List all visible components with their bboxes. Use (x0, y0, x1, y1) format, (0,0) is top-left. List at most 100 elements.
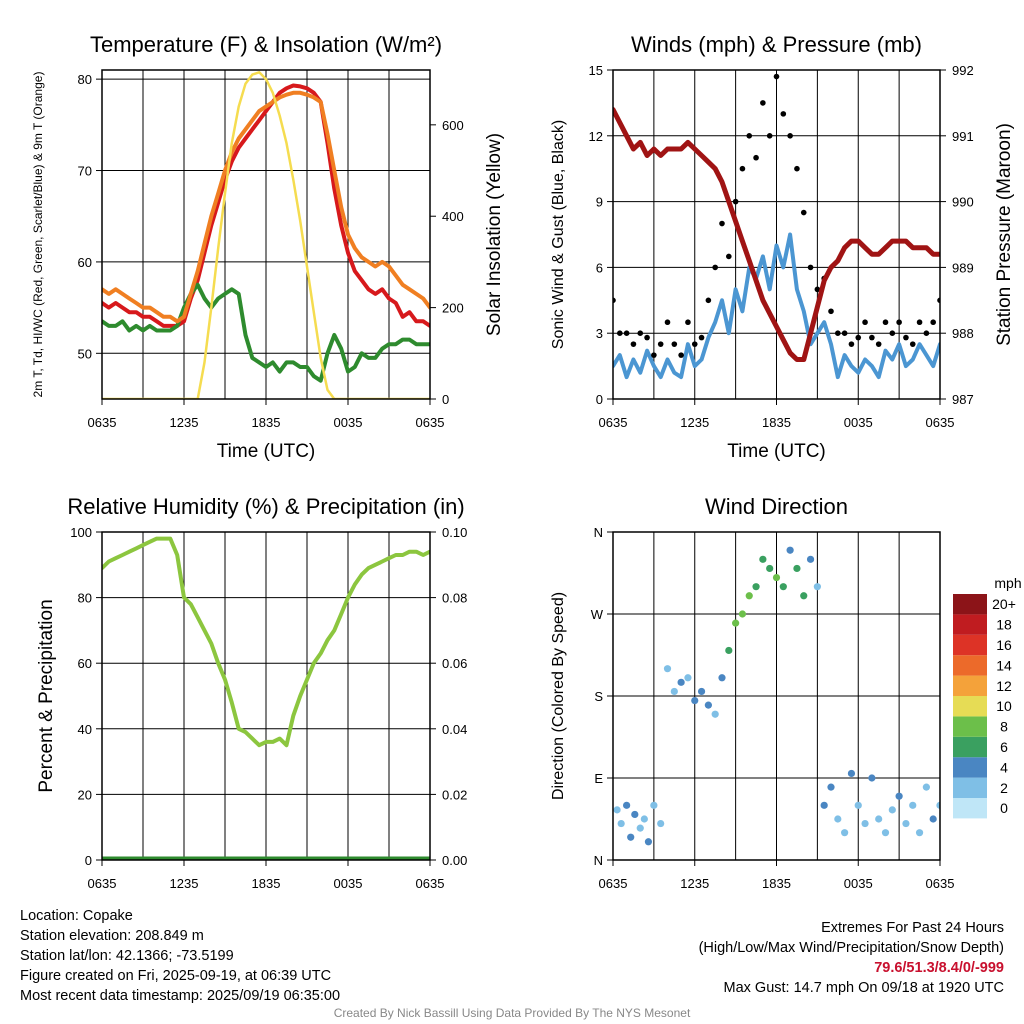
gust-point (882, 319, 889, 326)
x-axis-label: Time (UTC) (217, 441, 316, 462)
y-tick-label: N (594, 525, 603, 540)
legend-title: mph (994, 575, 1021, 591)
direction-point (644, 838, 653, 846)
direction-point (745, 592, 753, 600)
x-tick-label: 1235 (680, 415, 709, 430)
station-info: Location: Copake Station elevation: 208.… (20, 906, 340, 1006)
direction-point (623, 801, 631, 809)
station-location: Location: Copake (20, 908, 133, 924)
direction-point (677, 678, 685, 686)
legend-swatch (953, 736, 987, 758)
figure-created: Figure created on Fri, 2025-09-19, at 06… (20, 968, 332, 984)
direction-point (691, 696, 699, 705)
direction-point (813, 583, 821, 591)
gust-point (657, 341, 664, 347)
y-axis-label: 2m T, Td, HI/WC (Red, Green, Scarlet/Blu… (31, 72, 45, 398)
gust-point (766, 133, 773, 139)
direction-point (936, 801, 940, 809)
extremes-title: Extremes For Past 24 Hours (821, 920, 1004, 936)
y-tick-label: 12 (589, 129, 603, 144)
y-tick-label: 3 (596, 326, 603, 341)
direction-point (909, 801, 917, 809)
direction-point (725, 646, 733, 655)
direction-point (902, 819, 910, 828)
gust-point (780, 111, 787, 117)
gust-point (923, 330, 930, 337)
gust-point (807, 264, 814, 271)
x-tick-label: 1235 (170, 415, 199, 430)
series-line-1 (102, 536, 430, 748)
x-tick-label: 0635 (416, 876, 445, 891)
gust-point (835, 330, 841, 337)
gust-point (671, 341, 678, 347)
y2-tick-label: 0.10 (442, 525, 467, 540)
extremes-info: Extremes For Past 24 Hours (High/Low/Max… (699, 918, 1004, 998)
gust-point (828, 308, 834, 315)
direction-point (697, 687, 706, 696)
gust-point (875, 341, 882, 347)
y-tick-label: S (594, 689, 603, 704)
y-tick-label: 6 (596, 260, 603, 275)
station-latlon: Station lat/lon: 42.1366; -73.5199 (20, 948, 234, 964)
legend-label: 18 (996, 617, 1012, 633)
direction-point (800, 592, 808, 600)
chart-panel-4: 0635 1235 1835 0035 0635 N E S W N Wind Direction D… (550, 494, 1022, 891)
direction-point (650, 801, 658, 809)
direction-point (772, 573, 781, 582)
gust-point (651, 352, 657, 358)
series-line-2 (102, 282, 430, 383)
direction-point (704, 701, 712, 709)
gust-point (698, 334, 705, 341)
legend-label: 12 (996, 678, 1012, 694)
direction-point (613, 806, 621, 814)
gust-point (726, 253, 732, 260)
y2-tick-label: 400 (442, 209, 464, 224)
x-axis-label: Time (UTC) (727, 441, 826, 462)
gust-point (719, 220, 725, 227)
gust-point (855, 334, 862, 341)
direction-point (841, 829, 849, 837)
chart-title: Wind Direction (705, 494, 848, 519)
direction-point (779, 583, 787, 591)
credit-line: Created By Nick Bassill Using Data Provi… (333, 1006, 691, 1020)
legend-label: 10 (996, 698, 1012, 714)
direction-point (759, 555, 767, 563)
legend-swatch (953, 675, 987, 696)
y2-tick-label: 0.08 (442, 591, 467, 606)
direction-point (617, 819, 625, 828)
plot-area (613, 73, 940, 380)
direction-point (627, 833, 635, 841)
gust-point (814, 286, 821, 293)
direction-point (875, 815, 883, 823)
y-tick-label: 80 (78, 72, 92, 87)
direction-point (657, 819, 665, 828)
gust-point (760, 100, 766, 106)
y-tick-label: 40 (78, 722, 92, 737)
direction-point (663, 665, 672, 673)
extremes-subtitle: (High/Low/Max Wind/Precipitation/Snow De… (698, 940, 1004, 956)
x-tick-label: 0635 (88, 415, 117, 430)
direction-point (640, 815, 648, 823)
gust-point (916, 319, 923, 326)
legend-swatch (953, 696, 987, 717)
y-axis-label: Direction (Colored By Speed) (550, 592, 567, 800)
direction-point (895, 792, 903, 800)
x-tick-label: 1835 (762, 415, 791, 430)
gust-point (896, 319, 902, 326)
gust-point (732, 198, 739, 205)
x-tick-label: 0635 (926, 876, 955, 891)
y2-tick-label: 987 (952, 392, 974, 407)
direction-point (636, 824, 644, 832)
y-tick-label: 9 (596, 195, 603, 210)
plot-frame (101, 69, 431, 400)
x-tick-label: 0035 (844, 415, 873, 430)
legend-swatch (953, 757, 987, 778)
direction-point (820, 801, 828, 809)
gust-point (678, 352, 684, 358)
gust-point (773, 73, 780, 80)
direction-point (732, 619, 740, 627)
gust-point (712, 264, 718, 271)
legend-label: 20+ (992, 596, 1016, 612)
gust-point (889, 330, 896, 337)
